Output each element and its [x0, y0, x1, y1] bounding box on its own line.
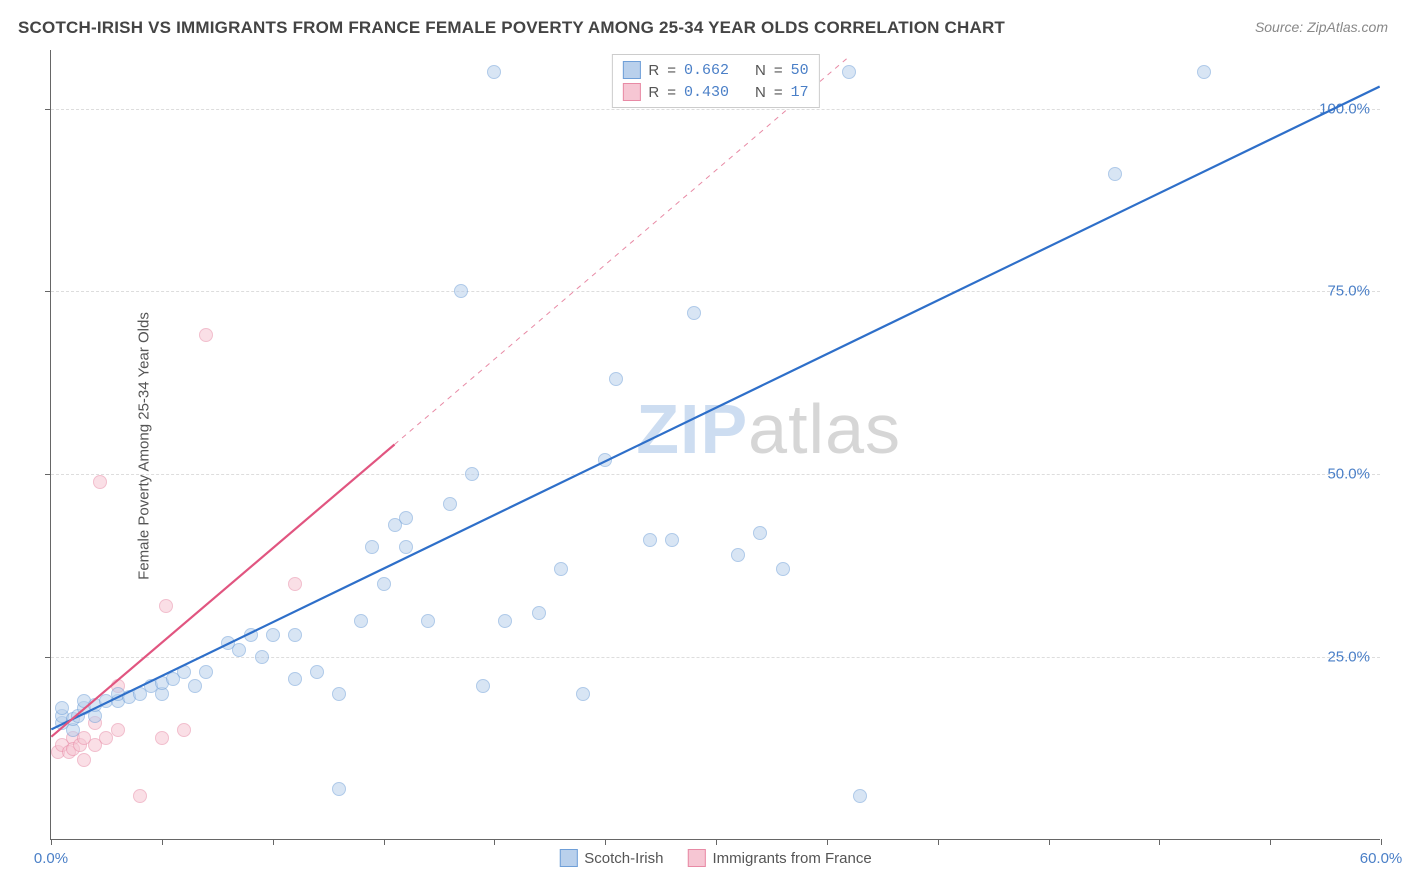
- data-point: [498, 614, 512, 628]
- correlation-legend: R = 0.662 N = 50 R = 0.430 N = 17: [611, 54, 819, 108]
- x-tick: [938, 839, 939, 845]
- data-point: [177, 665, 191, 679]
- data-point: [842, 65, 856, 79]
- x-tick: [1381, 839, 1382, 845]
- x-tick-label: 60.0%: [1360, 850, 1403, 867]
- series-name-0: Scotch-Irish: [584, 850, 663, 867]
- data-point: [310, 665, 324, 679]
- r-label: R: [648, 84, 659, 101]
- n-value-0: 50: [791, 62, 809, 79]
- data-point: [188, 679, 202, 693]
- data-point: [199, 328, 213, 342]
- data-point: [399, 511, 413, 525]
- data-point: [476, 679, 490, 693]
- equals-sign: =: [667, 62, 676, 79]
- data-point: [255, 650, 269, 664]
- r-value-1: 0.430: [684, 84, 729, 101]
- equals-sign: =: [774, 62, 783, 79]
- x-tick: [273, 839, 274, 845]
- data-point: [232, 643, 246, 657]
- swatch-series-0: [622, 61, 640, 79]
- swatch-series-1: [622, 83, 640, 101]
- x-tick: [716, 839, 717, 845]
- data-point: [93, 475, 107, 489]
- x-tick: [605, 839, 606, 845]
- data-point: [288, 672, 302, 686]
- data-point: [399, 540, 413, 554]
- series-legend: Scotch-Irish Immigrants from France: [559, 849, 871, 867]
- r-label: R: [648, 62, 659, 79]
- data-point: [55, 701, 69, 715]
- x-tick: [384, 839, 385, 845]
- x-tick: [51, 839, 52, 845]
- data-point: [199, 665, 213, 679]
- x-tick: [162, 839, 163, 845]
- source-attribution: Source: ZipAtlas.com: [1255, 19, 1388, 37]
- n-label: N: [755, 62, 766, 79]
- data-point: [487, 65, 501, 79]
- x-tick: [827, 839, 828, 845]
- data-point: [665, 533, 679, 547]
- swatch-icon: [559, 849, 577, 867]
- data-point: [332, 687, 346, 701]
- data-point: [377, 577, 391, 591]
- data-point: [354, 614, 368, 628]
- swatch-icon: [688, 849, 706, 867]
- equals-sign: =: [667, 84, 676, 101]
- data-point: [532, 606, 546, 620]
- data-point: [687, 306, 701, 320]
- data-point: [454, 284, 468, 298]
- x-tick-label: 0.0%: [34, 850, 68, 867]
- data-point: [332, 782, 346, 796]
- data-point: [643, 533, 657, 547]
- data-point: [598, 453, 612, 467]
- data-point: [421, 614, 435, 628]
- chart-title: SCOTCH-IRISH VS IMMIGRANTS FROM FRANCE F…: [18, 18, 1005, 38]
- data-point: [576, 687, 590, 701]
- data-point: [753, 526, 767, 540]
- data-point: [443, 497, 457, 511]
- series-name-1: Immigrants from France: [713, 850, 872, 867]
- data-point: [133, 789, 147, 803]
- data-point: [776, 562, 790, 576]
- x-tick: [1159, 839, 1160, 845]
- r-value-0: 0.662: [684, 62, 729, 79]
- x-tick: [1270, 839, 1271, 845]
- data-point: [244, 628, 258, 642]
- data-point: [155, 731, 169, 745]
- equals-sign: =: [774, 84, 783, 101]
- legend-item-0: Scotch-Irish: [559, 849, 663, 867]
- plot-area: ZIPatlas R = 0.662 N = 50 R = 0.430 N = …: [50, 50, 1380, 840]
- data-point: [465, 467, 479, 481]
- data-point: [365, 540, 379, 554]
- data-point: [853, 789, 867, 803]
- data-point: [111, 723, 125, 737]
- data-point: [288, 577, 302, 591]
- data-point: [1108, 167, 1122, 181]
- source-label: Source:: [1255, 19, 1307, 35]
- data-point: [288, 628, 302, 642]
- legend-row-series-0: R = 0.662 N = 50: [622, 59, 808, 81]
- points-layer: [51, 50, 1380, 839]
- x-tick: [494, 839, 495, 845]
- n-value-1: 17: [791, 84, 809, 101]
- legend-item-1: Immigrants from France: [688, 849, 872, 867]
- n-label: N: [755, 84, 766, 101]
- source-value: ZipAtlas.com: [1307, 19, 1388, 35]
- data-point: [609, 372, 623, 386]
- data-point: [177, 723, 191, 737]
- data-point: [1197, 65, 1211, 79]
- data-point: [731, 548, 745, 562]
- data-point: [554, 562, 568, 576]
- data-point: [159, 599, 173, 613]
- data-point: [266, 628, 280, 642]
- x-tick: [1049, 839, 1050, 845]
- legend-row-series-1: R = 0.430 N = 17: [622, 81, 808, 103]
- data-point: [77, 753, 91, 767]
